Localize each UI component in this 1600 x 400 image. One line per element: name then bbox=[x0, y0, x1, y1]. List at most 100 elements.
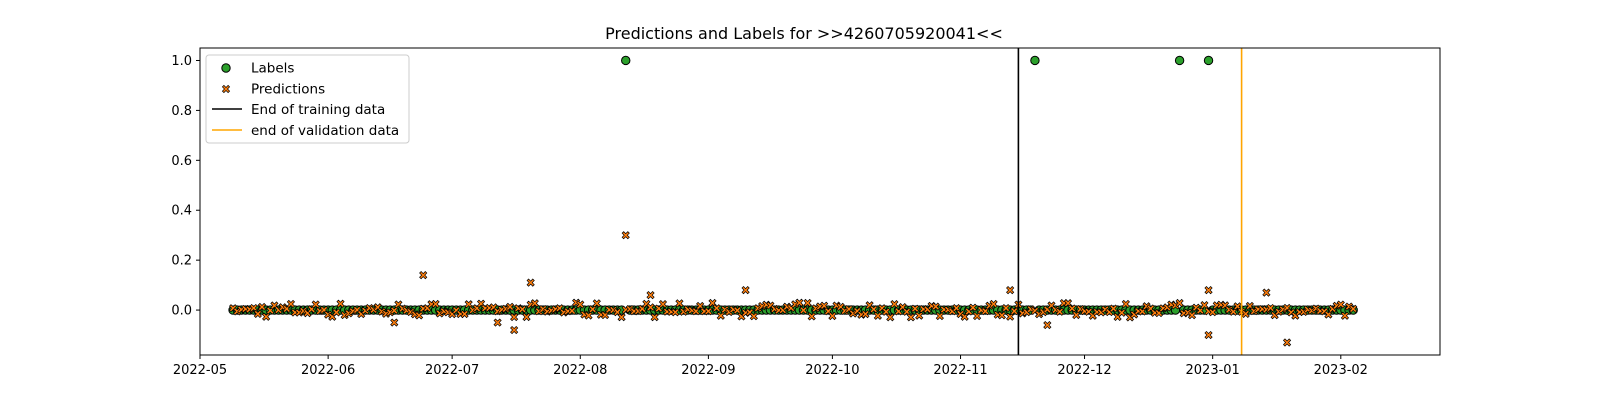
chart-title: Predictions and Labels for >>42607059200… bbox=[605, 24, 1003, 43]
prediction-point bbox=[253, 309, 262, 319]
y-tick-label: 0.2 bbox=[171, 254, 192, 269]
prediction-point bbox=[1200, 301, 1209, 310]
prediction-point bbox=[414, 311, 424, 320]
prediction-outlier bbox=[741, 286, 750, 295]
prediction-outlier bbox=[390, 318, 399, 327]
x-tick-label: 2022-06 bbox=[301, 363, 355, 378]
prediction-outlier bbox=[1204, 286, 1213, 295]
prediction-point bbox=[869, 305, 878, 314]
prediction-point bbox=[716, 311, 725, 320]
prediction-point bbox=[799, 306, 808, 315]
prediction-point bbox=[890, 300, 899, 309]
prediction-point bbox=[997, 311, 1006, 320]
prediction-point bbox=[952, 304, 961, 313]
y-tick-label: 1.0 bbox=[171, 54, 192, 69]
y-tick-label: 0.8 bbox=[171, 104, 192, 119]
prediction-point bbox=[658, 300, 668, 309]
prediction-outlier bbox=[493, 318, 502, 327]
prediction-point bbox=[1117, 308, 1126, 317]
prediction-point bbox=[390, 306, 399, 315]
prediction-point bbox=[336, 299, 345, 308]
prediction-point bbox=[1001, 303, 1011, 313]
prediction-point bbox=[1336, 300, 1345, 309]
prediction-point bbox=[1208, 308, 1217, 317]
x-tick-label: 2022-05 bbox=[173, 363, 227, 378]
prediction-point bbox=[675, 299, 684, 308]
prediction-point bbox=[344, 309, 353, 318]
prediction-point bbox=[935, 311, 944, 321]
prediction-outlier bbox=[646, 291, 655, 300]
legend-marker-labels bbox=[221, 63, 231, 73]
prediction-outlier bbox=[510, 325, 519, 335]
x-tick-label: 2022-07 bbox=[425, 363, 479, 378]
prediction-point bbox=[972, 311, 982, 321]
prediction-point bbox=[522, 312, 531, 322]
prediction-outlier bbox=[1262, 288, 1271, 297]
legend-label-predictions: Predictions bbox=[251, 82, 325, 98]
prediction-point bbox=[650, 313, 659, 322]
x-tick-label: 2022-11 bbox=[933, 363, 987, 378]
prediction-point bbox=[249, 303, 258, 313]
prediction-point bbox=[584, 311, 593, 320]
prediction-point bbox=[1175, 298, 1184, 308]
x-tick-label: 2022-10 bbox=[805, 363, 859, 378]
prediction-point bbox=[1187, 311, 1197, 320]
plot-frame bbox=[199, 47, 1441, 356]
y-tick-label: 0.4 bbox=[171, 204, 192, 219]
prediction-point bbox=[915, 311, 924, 320]
prediction-point bbox=[712, 304, 721, 313]
prediction-point bbox=[646, 303, 655, 312]
y-axis-ticks: 0.0 0.2 0.4 0.6 0.8 1.0 bbox=[171, 54, 200, 319]
prediction-point bbox=[1340, 311, 1350, 320]
prediction-point bbox=[803, 298, 812, 308]
prediction-point bbox=[567, 306, 577, 316]
prediction-point bbox=[505, 302, 515, 311]
x-tick-label: 2022-08 bbox=[553, 363, 607, 378]
x-tick-label: 2023-02 bbox=[1314, 363, 1368, 378]
prediction-point bbox=[671, 308, 680, 317]
prediction-point bbox=[592, 299, 601, 308]
prediction-point bbox=[931, 302, 940, 311]
legend-label-training: End of training data bbox=[251, 102, 385, 118]
legend-box bbox=[205, 54, 410, 144]
prediction-point bbox=[886, 313, 895, 322]
label-point bbox=[1030, 55, 1040, 66]
prediction-point bbox=[510, 312, 519, 322]
x-tick-label: 2023-01 bbox=[1186, 363, 1240, 378]
prediction-outlier bbox=[1204, 330, 1213, 340]
prediction-point bbox=[262, 312, 271, 321]
prediction-point bbox=[1068, 304, 1077, 313]
prediction-outlier bbox=[1043, 320, 1052, 330]
prediction-point bbox=[861, 309, 870, 319]
label-point bbox=[621, 55, 631, 66]
prediction-point bbox=[464, 300, 473, 309]
prediction-point bbox=[968, 303, 978, 312]
prediction-point bbox=[910, 304, 920, 313]
label-point bbox=[1174, 55, 1185, 66]
prediction-point bbox=[530, 299, 539, 308]
prediction-point bbox=[795, 298, 804, 307]
prediction-point bbox=[332, 308, 341, 317]
prediction-point bbox=[1109, 304, 1118, 313]
legend: Labels Predictions End of training data … bbox=[205, 54, 410, 144]
prediction-point bbox=[989, 299, 998, 309]
prediction-point bbox=[704, 307, 713, 316]
prediction-point bbox=[1349, 304, 1358, 313]
prediction-outlier bbox=[621, 231, 630, 240]
x-tick-label: 2022-12 bbox=[1057, 363, 1111, 378]
legend-label-validation: end of validation data bbox=[251, 123, 399, 139]
legend-label-labels: Labels bbox=[251, 61, 294, 77]
label-point bbox=[1203, 55, 1214, 66]
prediction-point bbox=[807, 312, 816, 321]
x-axis-ticks: 2022-05 2022-06 2022-07 2022-08 2022-09 2022-… bbox=[173, 355, 1368, 378]
y-tick-label: 0.0 bbox=[171, 304, 192, 319]
prediction-point bbox=[1121, 299, 1130, 309]
prediction-point bbox=[749, 312, 758, 321]
prediction-outlier bbox=[419, 271, 428, 280]
x-tick-label: 2022-09 bbox=[681, 363, 735, 378]
prediction-point bbox=[733, 306, 742, 315]
prediction-point bbox=[1266, 303, 1275, 313]
prediction-point bbox=[1072, 310, 1081, 320]
prediction-point bbox=[828, 311, 837, 321]
